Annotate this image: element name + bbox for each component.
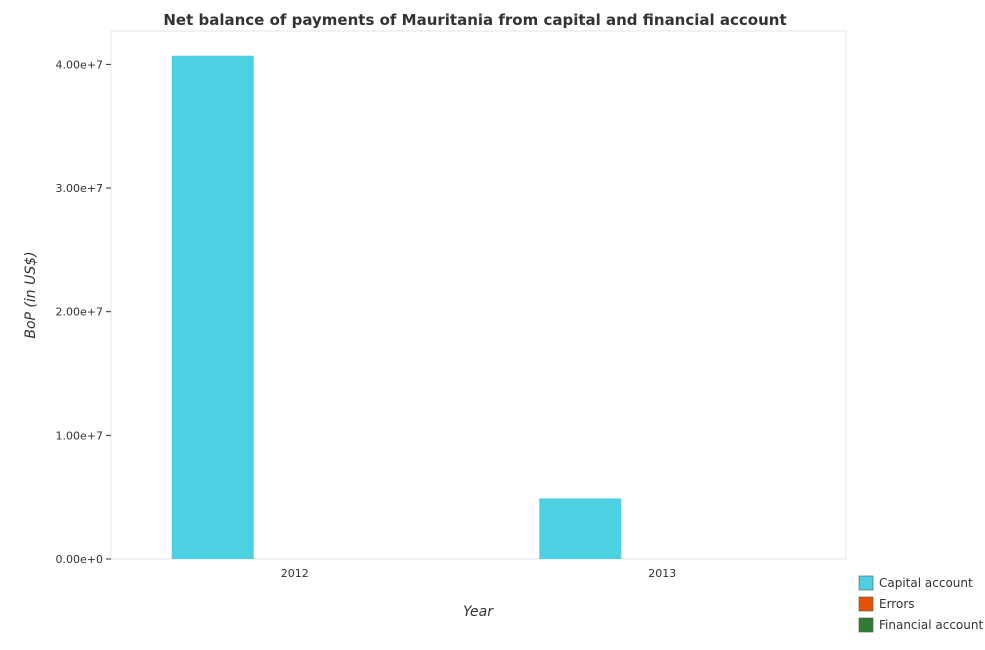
x-axis: 2012 2013: [281, 567, 677, 580]
bars: [171, 55, 622, 559]
x-axis-label: Year: [463, 604, 494, 620]
x-tick-label: 2013: [648, 567, 676, 580]
y-tick-label: 3.00e+7: [56, 182, 103, 195]
x-tick-label: 2012: [281, 567, 309, 580]
y-axis-label: BoP (in US$): [23, 251, 39, 338]
legend-swatch: [858, 617, 874, 633]
y-tick-label: 1.00e+7: [56, 429, 103, 442]
y-axis: 0.00e+0 1.00e+7 2.00e+7 3.00e+7 4.00e+7: [56, 58, 111, 566]
y-tick-label: 0.00e+0: [56, 553, 103, 566]
y-tick-label: 2.00e+7: [56, 306, 103, 319]
legend-swatch: [858, 596, 874, 612]
legend-label: Financial account: [879, 618, 983, 632]
legend-swatch: [858, 575, 874, 591]
y-tick-label: 4.00e+7: [56, 58, 103, 71]
bar: [539, 498, 622, 559]
bar: [171, 55, 254, 559]
legend: Capital account Errors Financial account: [858, 575, 983, 633]
chart-title: Net balance of payments of Mauritania fr…: [163, 11, 786, 29]
legend-label: Capital account: [879, 576, 973, 590]
plot-frame: [110, 30, 847, 560]
legend-label: Errors: [879, 597, 915, 611]
